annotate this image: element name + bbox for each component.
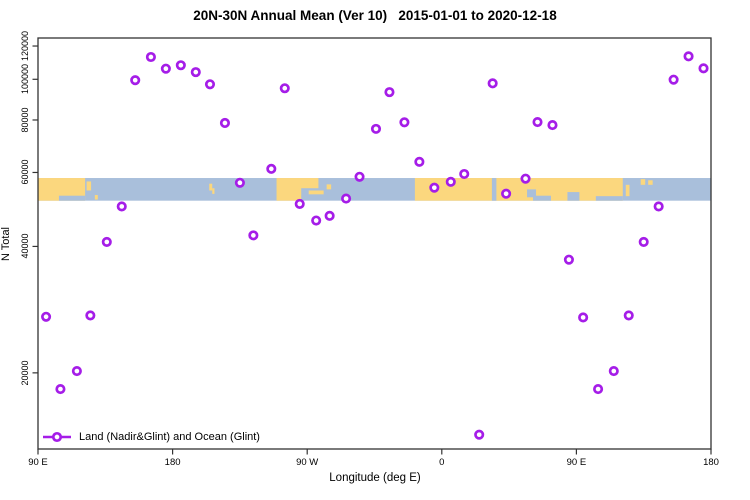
map-band-ocean-notch bbox=[491, 178, 497, 201]
data-point bbox=[101, 236, 112, 247]
map-band-land bbox=[212, 188, 215, 194]
data-point bbox=[578, 312, 589, 323]
map-band-land bbox=[299, 178, 319, 189]
y-axis-title: N Total bbox=[0, 226, 12, 262]
map-band-ocean-notch bbox=[595, 196, 623, 201]
data-point bbox=[266, 163, 277, 174]
data-point bbox=[474, 429, 485, 440]
data-point bbox=[311, 215, 322, 226]
data-point bbox=[145, 51, 156, 63]
data-point bbox=[459, 168, 470, 180]
map-band-land bbox=[326, 184, 332, 190]
y-tick-label: 100000 bbox=[20, 64, 30, 95]
data-point bbox=[563, 254, 574, 265]
x-tick-label: 90 E bbox=[28, 457, 48, 468]
data-point bbox=[370, 123, 382, 134]
data-point bbox=[324, 210, 335, 221]
data-point bbox=[279, 83, 290, 94]
data-point bbox=[294, 198, 305, 209]
data-point bbox=[234, 177, 245, 188]
data-point bbox=[354, 171, 365, 182]
data-point bbox=[341, 193, 352, 204]
x-tick-label: 180 bbox=[703, 457, 719, 468]
data-point bbox=[487, 78, 498, 89]
map-band-land bbox=[648, 180, 653, 185]
x-tick-label: 90 W bbox=[296, 457, 319, 468]
legend-point bbox=[51, 431, 63, 443]
map-band-ocean-notch bbox=[58, 195, 86, 201]
data-point bbox=[175, 60, 186, 71]
legend-label: Land (Nadir&Glint) and Ocean (Glint) bbox=[79, 431, 260, 443]
data-point bbox=[683, 51, 694, 62]
y-tick-label: 20000 bbox=[20, 360, 30, 386]
data-point bbox=[547, 120, 558, 131]
data-point bbox=[501, 188, 512, 199]
map-band-land bbox=[625, 184, 630, 197]
data-point bbox=[623, 310, 634, 321]
x-tick-label: 0 bbox=[439, 457, 445, 468]
data-point bbox=[653, 201, 664, 212]
data-point bbox=[698, 63, 709, 74]
data-point bbox=[248, 230, 259, 241]
map-band-land bbox=[94, 195, 98, 200]
map-band-land bbox=[38, 178, 86, 201]
data-point bbox=[668, 74, 679, 85]
data-point bbox=[638, 236, 649, 247]
data-point bbox=[384, 87, 395, 98]
legend: Land (Nadir&Glint) and Ocean (Glint) bbox=[42, 429, 260, 445]
data-point bbox=[130, 75, 141, 86]
map-band-land bbox=[209, 183, 213, 191]
y-tick-label: 80000 bbox=[20, 107, 30, 133]
data-point bbox=[55, 384, 66, 395]
data-point bbox=[116, 201, 127, 212]
y-tick-label: 120000 bbox=[20, 30, 30, 62]
x-tick-label: 90 E bbox=[566, 457, 587, 468]
map-band-land bbox=[640, 179, 646, 185]
map-band-land bbox=[308, 190, 324, 195]
map-band-ocean-notch bbox=[533, 195, 551, 201]
data-point bbox=[190, 67, 201, 78]
y-tick-label: 40000 bbox=[20, 233, 30, 259]
data-point bbox=[593, 384, 604, 395]
data-point bbox=[204, 79, 216, 90]
data-point bbox=[520, 173, 531, 184]
data-point bbox=[71, 365, 82, 377]
data-point bbox=[414, 156, 425, 167]
map-band-land bbox=[276, 178, 302, 201]
map-band-ocean-notch bbox=[527, 189, 537, 198]
data-point bbox=[429, 182, 440, 193]
y-tick-label: 60000 bbox=[20, 159, 30, 185]
data-point bbox=[219, 117, 230, 129]
data-point bbox=[160, 63, 171, 74]
data-point bbox=[85, 310, 96, 321]
data-point bbox=[445, 176, 456, 187]
x-tick-label: 180 bbox=[164, 457, 181, 468]
data-point bbox=[532, 117, 543, 128]
map-band-land bbox=[86, 181, 92, 191]
map-band-ocean-notch bbox=[567, 192, 580, 201]
legend-marker-icon bbox=[43, 431, 71, 443]
data-point bbox=[41, 311, 52, 322]
plot-border bbox=[37, 37, 712, 450]
data-point bbox=[399, 117, 410, 128]
x-axis-title: Longitude (deg E) bbox=[329, 472, 421, 484]
chart-title: 20N-30N Annual Mean (Ver 10) 2015-01-01 … bbox=[193, 8, 557, 23]
data-point bbox=[608, 365, 619, 377]
